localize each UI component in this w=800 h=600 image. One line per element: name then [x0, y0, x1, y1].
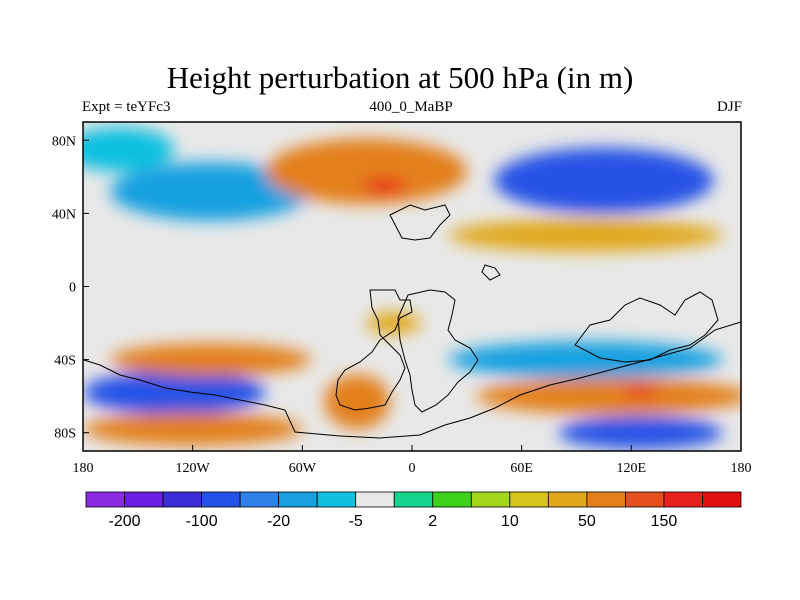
field-south-pacific-low: [83, 370, 266, 415]
y-axis: 80N 40N 0 40S 80S: [52, 134, 89, 442]
colorbar-box: [702, 491, 742, 508]
colorbar-box: [278, 491, 318, 508]
run-label: 400_0_MaBP: [369, 99, 453, 115]
colorbar-box: [547, 491, 588, 508]
x-tick-label: 180: [731, 461, 752, 476]
field-south-atlantic-high: [324, 374, 391, 430]
field-south-pacific-high: [110, 343, 312, 377]
field-north-atlantic-high: [265, 138, 467, 205]
colorbar: -200 -100 -20 -5 2 10 50 150: [85, 491, 742, 530]
field-south-pacific-polar-high: [83, 412, 303, 446]
colorbar-label: -100: [186, 513, 218, 530]
y-tick-label: 80S: [54, 427, 76, 442]
x-tick-label: 120W: [176, 461, 211, 476]
x-tick-label: 120E: [617, 461, 647, 476]
chart-title: Height perturbation at 500 hPa (in m): [166, 60, 634, 95]
field-south-indian-low: [448, 341, 723, 378]
coastline-mediterranean: [389, 204, 451, 241]
field-asian-jet-high: [448, 218, 723, 252]
field-north-east-pacific-low: [83, 127, 175, 172]
colorbar-box: [393, 491, 434, 508]
colorbar-box: [663, 491, 703, 508]
field-north-pacific-low: [110, 162, 312, 221]
colorbar-box: [124, 491, 164, 508]
colorbar-box: [316, 491, 357, 508]
x-axis: 180 120W 60W 0 60E 120E 180: [73, 445, 752, 476]
colorbar-box: [162, 491, 202, 508]
colorbar-box: [432, 491, 472, 508]
experiment-label: Expt = teYFc3: [82, 99, 171, 115]
y-tick-label: 40S: [54, 354, 76, 369]
y-tick-label: 80N: [52, 134, 76, 149]
colorbar-box: [470, 491, 511, 508]
field-north-atlantic-core: [362, 178, 407, 194]
colorbar-label: 2: [428, 513, 437, 530]
colorbar-label: -5: [349, 513, 363, 530]
coastline-arabia: [481, 264, 501, 281]
field-antarctic-low: [558, 416, 723, 450]
colorbar-label: -200: [109, 513, 141, 530]
x-tick-label: 60W: [289, 461, 317, 476]
colorbar-box: [85, 491, 125, 508]
coastline-antarctica: [83, 321, 741, 439]
colorbar-box: [355, 491, 395, 508]
y-tick-label: 40N: [52, 207, 76, 222]
coastline-africa: [397, 289, 479, 413]
coastlines: [83, 204, 741, 439]
y-tick-label: 0: [69, 281, 76, 296]
colorbar-box: [625, 491, 665, 508]
colorbar-label: 50: [578, 513, 596, 530]
field-south-indian-core: [622, 385, 659, 397]
field-south-indian-high: [476, 377, 741, 415]
coastline-south-america: [335, 289, 413, 411]
coastline-australia: [574, 291, 719, 363]
season-label: DJF: [716, 99, 742, 115]
x-tick-label: 60E: [510, 461, 533, 476]
colorbar-label: 150: [651, 513, 678, 530]
field-siberian-low: [494, 147, 714, 214]
colorbar-box: [239, 491, 280, 508]
colorbar-label: -20: [267, 513, 290, 530]
contour-field: [83, 127, 741, 450]
field-tropical-atlantic-high: [366, 312, 422, 335]
colorbar-label: 10: [501, 513, 519, 530]
colorbar-box: [201, 491, 241, 508]
colorbar-box: [509, 491, 549, 508]
colorbar-box: [586, 491, 626, 508]
x-tick-label: 0: [409, 461, 416, 476]
x-tick-label: 180: [73, 461, 94, 476]
